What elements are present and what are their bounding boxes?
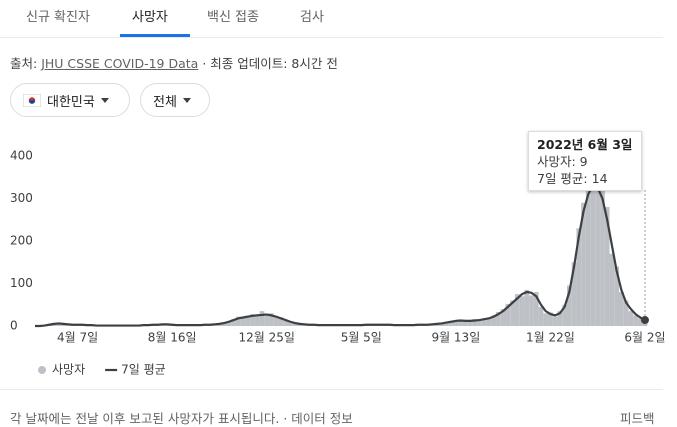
- bar: [539, 307, 544, 326]
- bar: [543, 313, 548, 326]
- y-tick-label: 200: [10, 234, 33, 248]
- bar: [468, 322, 473, 326]
- tooltip-line: 사망자: 9: [537, 153, 633, 170]
- bar: [610, 254, 615, 326]
- footer-sep: ·: [283, 411, 287, 426]
- tooltip-date: 2022년 6월 3일: [537, 136, 633, 153]
- y-tick-label: 300: [10, 191, 33, 205]
- x-tick-label: 12월 25일: [238, 331, 294, 345]
- bar: [595, 173, 600, 326]
- bar: [524, 290, 529, 326]
- feedback[interactable]: 피드백: [620, 408, 655, 427]
- bar: [274, 318, 279, 327]
- end-point: [641, 316, 649, 324]
- footer: 각 날짜에는 전날 이후 보고된 사망자가 표시됩니다. · 데이터 정보: [10, 408, 353, 427]
- x-tick-label: 6월 2일: [624, 331, 665, 345]
- bar: [520, 296, 525, 326]
- bar: [255, 317, 260, 326]
- bar: [529, 295, 534, 326]
- x-tick-label: 4월 7일: [57, 331, 98, 345]
- x-tick-label: 5월 5일: [341, 331, 382, 345]
- tooltip-line: 7일 평균: 14: [537, 170, 633, 187]
- x-tick-label: 8월 16일: [148, 331, 197, 345]
- bar: [628, 311, 633, 326]
- bar: [260, 311, 265, 326]
- footer-link[interactable]: 데이터 정보: [291, 411, 352, 426]
- bar: [553, 317, 558, 326]
- x-tick-label: 9월 13일: [431, 331, 480, 345]
- x-tick-label: 1월 22일: [526, 331, 575, 345]
- bar: [633, 315, 638, 326]
- y-tick-label: 400: [10, 149, 33, 163]
- divider: [0, 389, 663, 390]
- bar: [264, 316, 269, 326]
- y-tick-label: 100: [10, 276, 33, 290]
- footer-note: 각 날짜에는 전날 이후 보고된 사망자가 표시됩니다.: [10, 411, 279, 426]
- legend-label: 사망자: [52, 363, 85, 377]
- legend-swatch: [38, 366, 46, 374]
- tooltip: 2022년 6월 3일 사망자: 9 7일 평균: 14: [528, 131, 642, 191]
- line: [35, 186, 645, 326]
- legend-label: 7일 평균: [121, 363, 166, 377]
- bar: [241, 318, 246, 326]
- y-tick-label: 0: [10, 319, 18, 333]
